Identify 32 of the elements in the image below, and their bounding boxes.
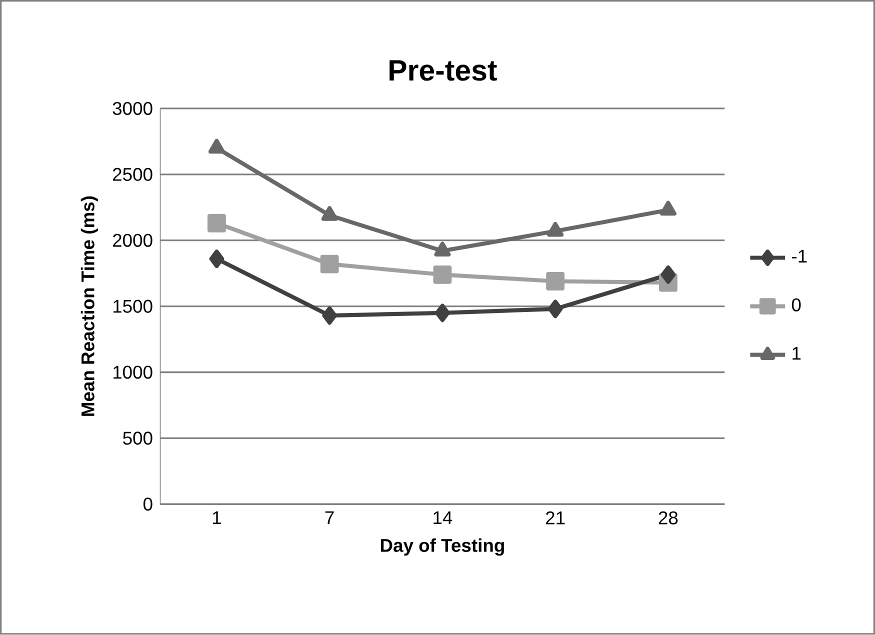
legend-label: -1 bbox=[792, 250, 807, 263]
x-tick-label: 7 bbox=[325, 511, 334, 524]
x-tick-label: 21 bbox=[546, 511, 565, 524]
y-tick-label: 500 bbox=[123, 432, 152, 445]
y-tick-label: 1500 bbox=[113, 300, 152, 313]
y-tick-label: 2500 bbox=[113, 168, 152, 182]
point bbox=[546, 272, 565, 291]
point bbox=[660, 200, 676, 216]
point bbox=[433, 266, 452, 284]
y-tick-label: 3000 bbox=[112, 102, 152, 116]
point bbox=[322, 306, 337, 325]
point bbox=[208, 138, 225, 154]
x-tick-label: 14 bbox=[434, 511, 452, 524]
y-axis-title: Mean Reaction Time (ms) bbox=[80, 196, 98, 416]
point bbox=[548, 300, 563, 318]
y-tick-label: 1000 bbox=[113, 366, 152, 379]
x-axis-title: Day of Testing bbox=[380, 538, 504, 556]
point bbox=[434, 242, 451, 257]
x-tick-label: 28 bbox=[658, 511, 678, 525]
point bbox=[209, 250, 224, 268]
chart-title: Pre-test bbox=[390, 60, 497, 81]
legend-label: 0 bbox=[792, 298, 801, 312]
y-tick-label: 2000 bbox=[113, 234, 152, 248]
point bbox=[547, 222, 564, 237]
point bbox=[660, 266, 676, 284]
y-tick-label: 0 bbox=[143, 498, 152, 511]
point bbox=[435, 304, 450, 322]
point bbox=[207, 214, 226, 233]
legend-label: 1 bbox=[792, 347, 801, 360]
x-tick-label: 1 bbox=[212, 511, 221, 524]
point bbox=[320, 255, 339, 274]
point bbox=[321, 206, 338, 222]
